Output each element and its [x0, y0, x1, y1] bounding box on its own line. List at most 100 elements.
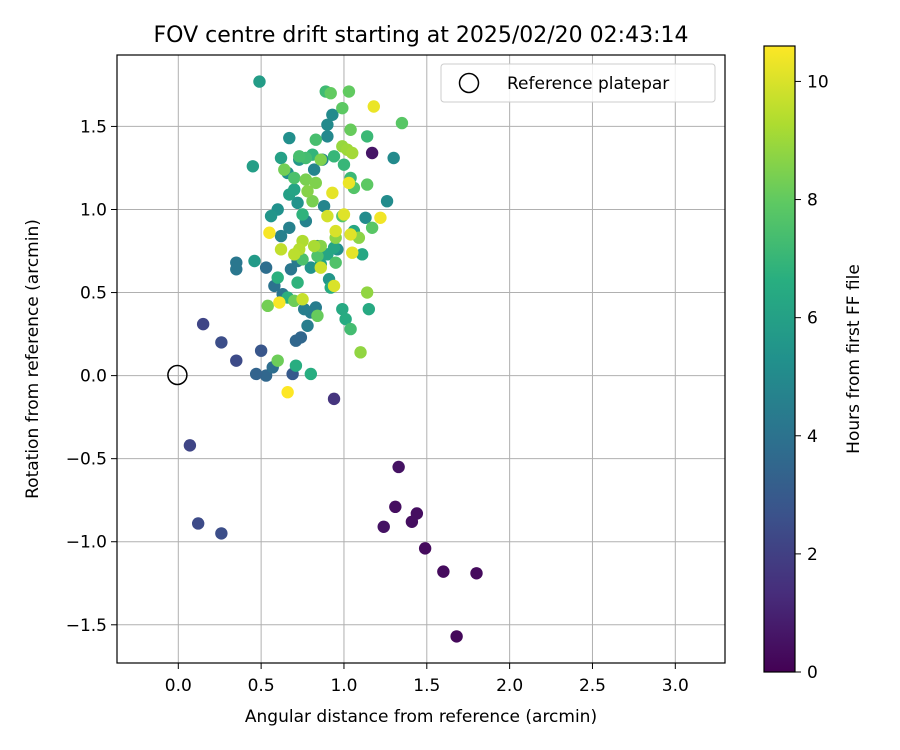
- data-point: [337, 158, 351, 171]
- data-point: [380, 194, 394, 208]
- data-point: [355, 248, 369, 261]
- data-point: [293, 150, 306, 163]
- data-point: [336, 302, 349, 316]
- data-point: [191, 517, 205, 530]
- data-point: [307, 163, 321, 176]
- data-point: [327, 241, 341, 254]
- data-point: [301, 185, 314, 198]
- data-point: [288, 171, 301, 185]
- data-point: [342, 176, 356, 190]
- data-point: [291, 276, 304, 289]
- colorbar-label: Hours from first FF file: [844, 264, 864, 454]
- data-point: [274, 229, 288, 243]
- data-point: [314, 261, 327, 274]
- data-point: [344, 322, 357, 336]
- data-point: [284, 263, 298, 276]
- x-tick-label: 3.0: [662, 676, 689, 696]
- colorbar: [763, 45, 796, 673]
- y-tick-label: 0.5: [80, 284, 107, 304]
- data-point: [281, 386, 294, 399]
- data-point: [336, 101, 349, 115]
- y-axis-label: Rotation from reference (arcmin): [23, 219, 43, 499]
- data-point: [309, 133, 323, 146]
- colorbar-tick-label: 6: [807, 309, 818, 329]
- data-point: [291, 196, 304, 210]
- data-point: [437, 565, 450, 578]
- data-point: [327, 150, 341, 163]
- data-point: [294, 331, 308, 344]
- x-axis-label: Angular distance from reference (arcmin): [245, 707, 597, 727]
- legend: Reference platepar: [440, 63, 716, 103]
- data-point: [360, 130, 374, 143]
- data-point: [405, 515, 419, 528]
- y-tick-label: −1.0: [66, 533, 107, 553]
- data-point: [337, 208, 351, 221]
- data-point: [326, 186, 339, 200]
- data-point: [278, 163, 291, 176]
- data-point: [314, 153, 327, 166]
- colorbar-ticks: 0 2 4 6 8 10: [795, 72, 829, 683]
- data-point: [253, 75, 266, 88]
- data-point: [288, 248, 301, 261]
- y-tick-label: −1.5: [66, 616, 107, 636]
- data-point: [271, 271, 284, 284]
- data-point: [329, 256, 342, 269]
- chart-title: FOV centre drift starting at 2025/02/20 …: [154, 23, 689, 48]
- data-point: [362, 302, 376, 316]
- data-point: [299, 173, 313, 186]
- y-axis-ticks: −1.5 −1.0 −0.5 0.0 0.5 1.0 1.5: [66, 117, 117, 636]
- data-point: [301, 319, 314, 332]
- colorbar-tick-label: 10: [807, 72, 829, 92]
- data-point: [259, 369, 273, 382]
- data-point: [311, 249, 324, 263]
- data-point: [196, 317, 210, 331]
- data-point: [254, 344, 268, 357]
- data-point: [365, 221, 379, 234]
- data-point: [346, 246, 359, 259]
- data-point: [395, 116, 409, 130]
- data-point: [470, 567, 483, 580]
- data-point: [311, 309, 324, 323]
- data-point: [321, 118, 334, 131]
- x-tick-label: 0.5: [248, 676, 275, 696]
- data-point: [360, 178, 374, 191]
- legend-box: [440, 63, 716, 103]
- data-point: [215, 527, 228, 540]
- data-point: [296, 292, 309, 306]
- y-tick-label: 1.5: [80, 117, 107, 137]
- legend-reference-marker: [458, 72, 480, 94]
- data-point: [389, 500, 402, 514]
- colorbar-tick-label: 0: [807, 663, 818, 683]
- data-point: [360, 286, 374, 299]
- data-point: [283, 221, 296, 234]
- data-point: [304, 367, 318, 381]
- colorbar-tick-label: 4: [807, 427, 818, 447]
- data-point: [344, 228, 357, 241]
- data-point: [392, 460, 405, 474]
- data-point: [274, 151, 288, 165]
- data-point: [304, 261, 318, 274]
- data-point: [321, 130, 334, 143]
- data-point: [298, 302, 311, 316]
- colorbar-tick-label: 2: [807, 545, 818, 565]
- data-point: [249, 367, 263, 381]
- data-point: [346, 146, 359, 160]
- colorbar-tick-label: 8: [807, 191, 818, 211]
- data-point: [183, 439, 197, 452]
- data-point: [344, 123, 357, 136]
- data-point: [418, 542, 432, 555]
- data-point: [230, 256, 243, 269]
- data-point: [354, 346, 367, 359]
- data-point: [327, 279, 341, 293]
- y-tick-label: 1.0: [80, 200, 107, 220]
- data-point: [307, 239, 321, 253]
- legend-entry-reference-platepar: Reference platepar: [507, 74, 669, 94]
- data-point: [263, 226, 276, 239]
- data-point: [450, 630, 463, 643]
- data-point: [306, 194, 319, 208]
- data-point: [321, 209, 334, 223]
- data-point: [324, 87, 337, 100]
- data-points: [183, 75, 483, 643]
- y-tick-label: −0.5: [66, 450, 107, 470]
- data-point: [274, 243, 288, 256]
